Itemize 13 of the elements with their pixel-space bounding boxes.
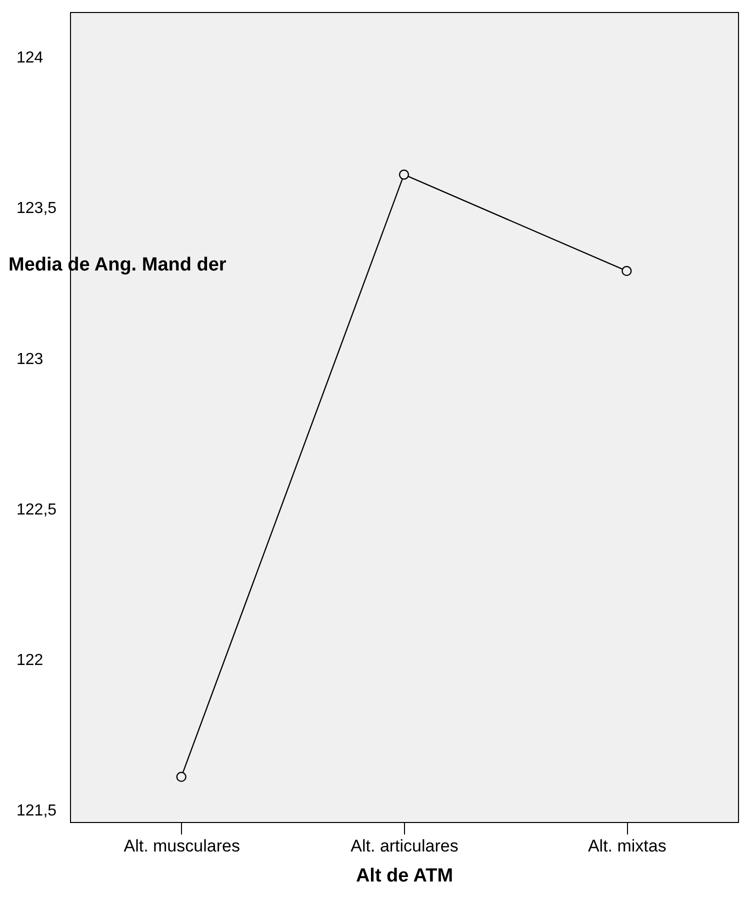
- y-tick-label: 123,5: [16, 200, 57, 218]
- y-tick-label: 123: [16, 350, 44, 368]
- point: [176, 772, 186, 782]
- x-axis-title: Alt de ATM: [356, 866, 454, 886]
- y-tick-label: 122,5: [16, 501, 57, 518]
- x-tick-label: Alt. musculares: [124, 836, 240, 856]
- x-tick-label: Alt. articulares: [350, 836, 458, 856]
- x-tick-label: Alt. mixtas: [588, 836, 666, 856]
- point: [398, 170, 410, 180]
- point: [622, 266, 632, 276]
- y-tick-label: 121,5: [16, 802, 57, 820]
- y-tick-label: 122: [16, 652, 44, 669]
- y-tick-label: 124: [16, 50, 44, 67]
